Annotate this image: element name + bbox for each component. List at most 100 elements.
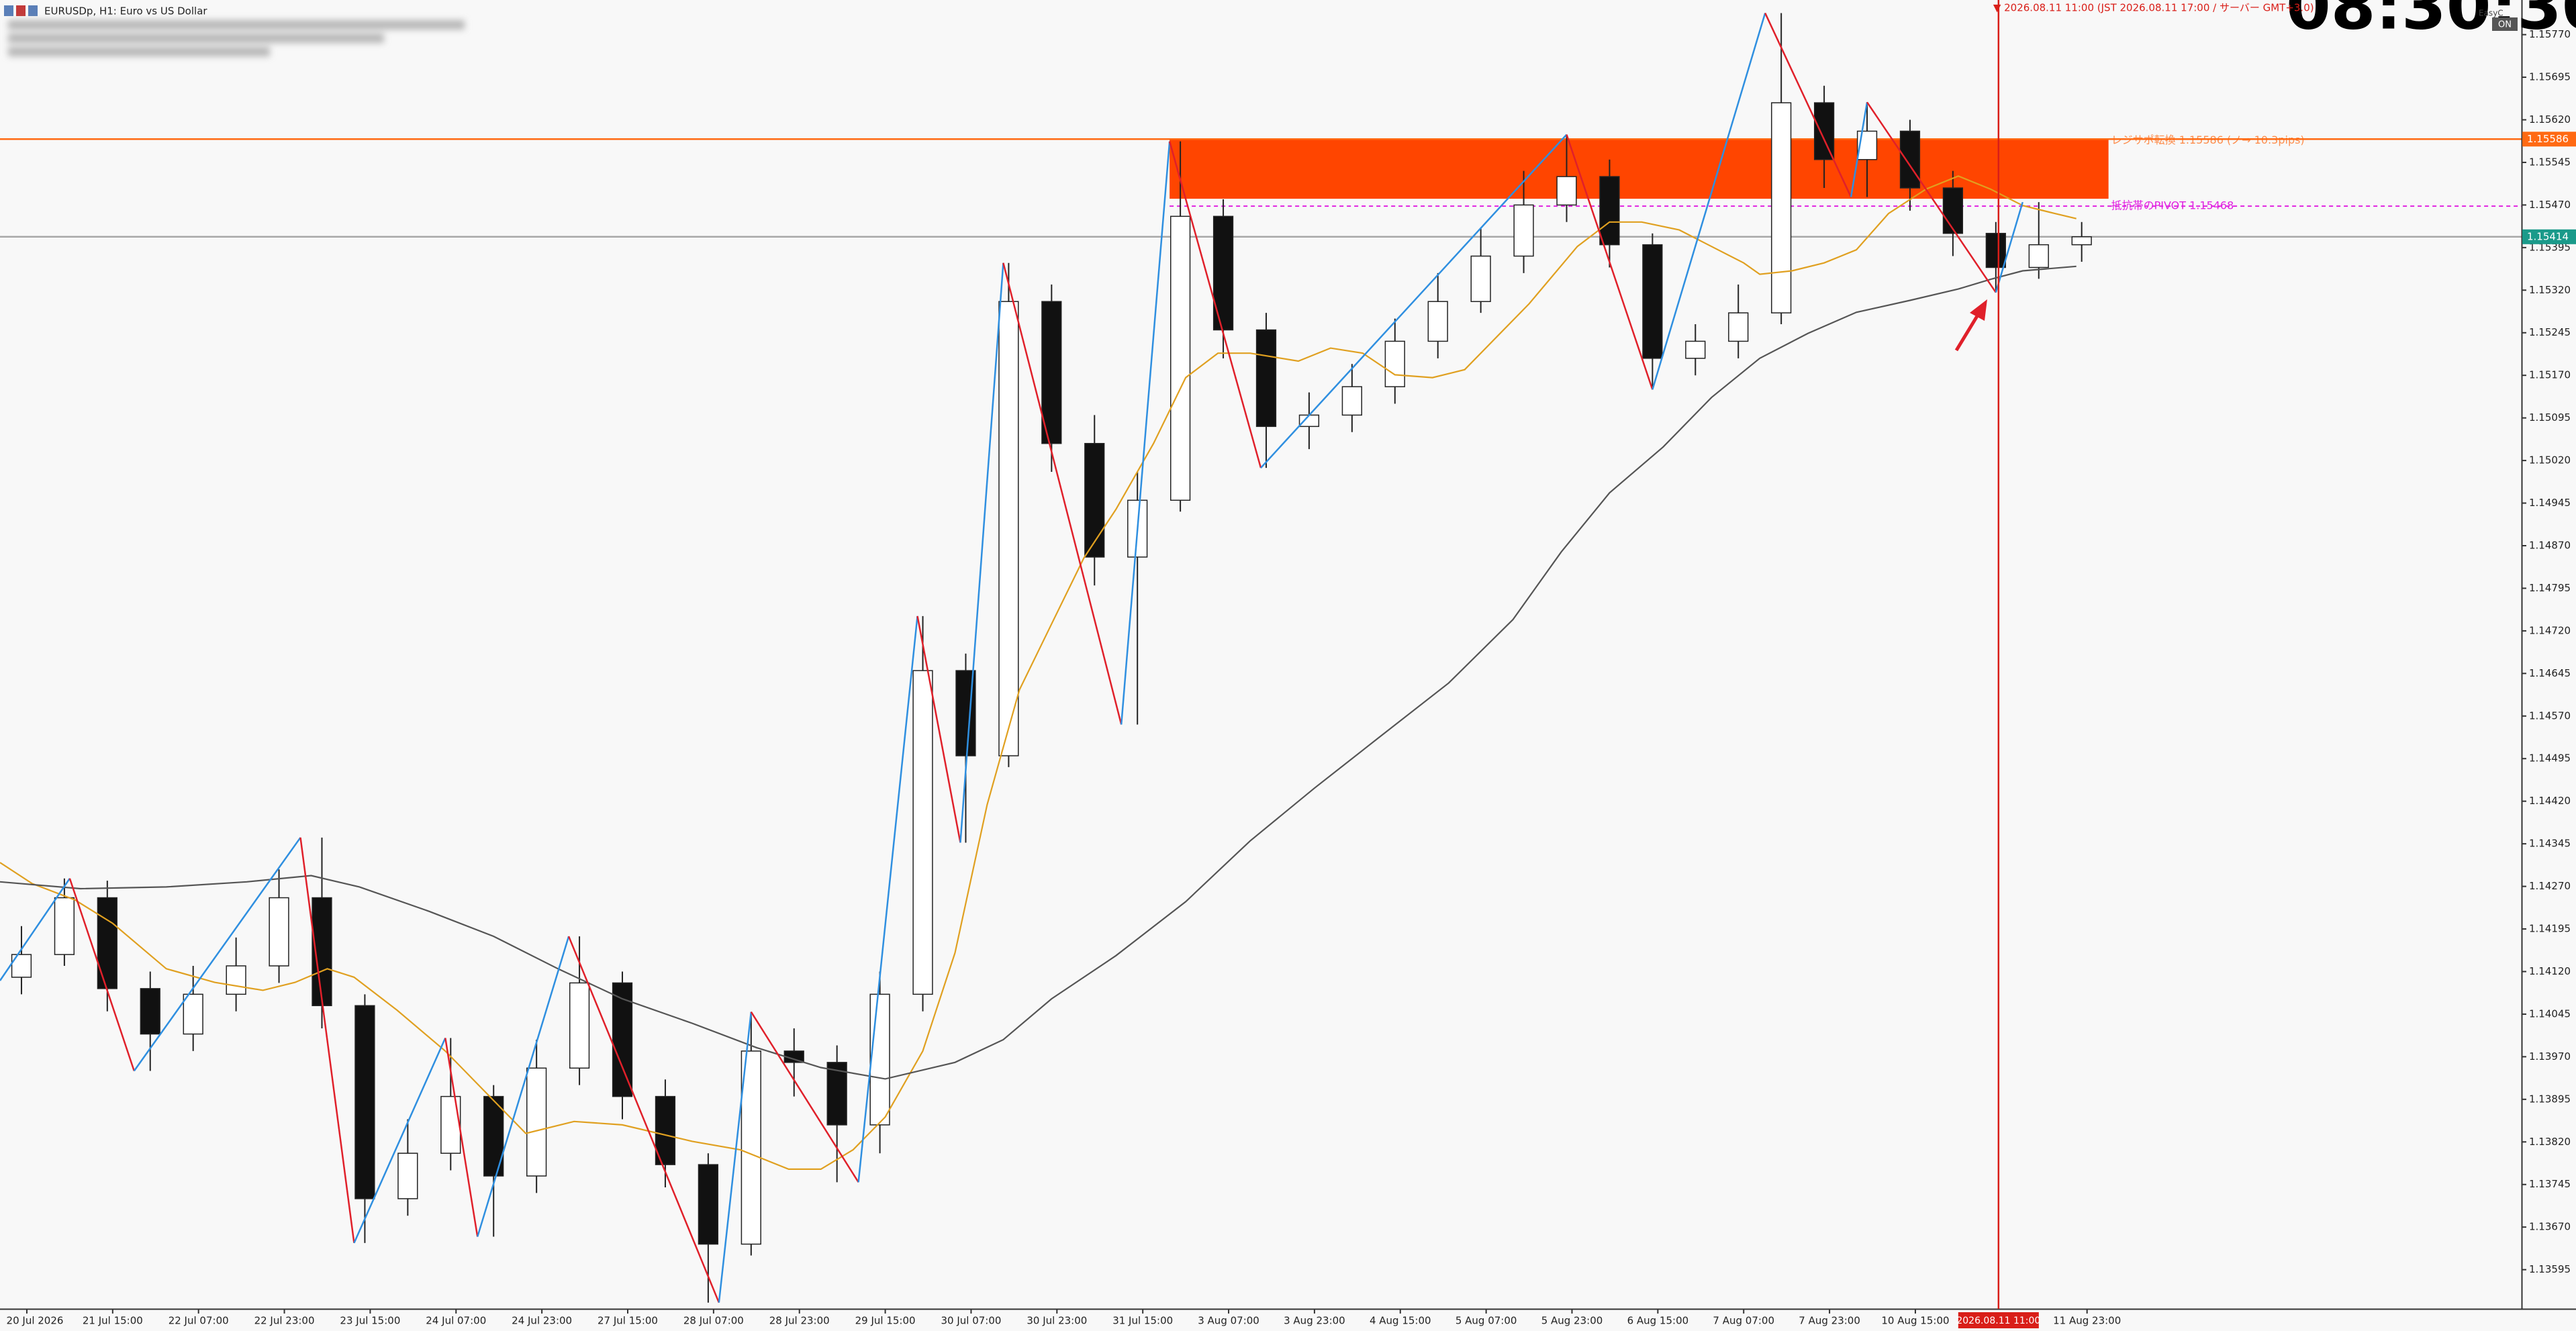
x-tick-label: 24 Jul 07:00	[426, 1315, 486, 1327]
candle-body	[569, 982, 590, 1069]
brand: EasyC	[2479, 9, 2503, 18]
time-line-top-label: ▼ 2026.08.11 11:00 (JST 2026.08.11 17:00…	[1993, 2, 2314, 14]
zigzag-segment	[299, 837, 355, 1244]
y-tick-label: 1.13595	[2529, 1263, 2571, 1275]
y-tick-label: 1.13970	[2529, 1050, 2571, 1063]
candle-body	[1084, 442, 1105, 558]
candle-body	[741, 1050, 761, 1245]
candle-body	[912, 670, 933, 995]
candle-body	[869, 993, 890, 1126]
supply-zone	[1170, 140, 2109, 199]
blurred-info	[8, 20, 465, 56]
zigzag-segment	[1168, 141, 1262, 469]
x-tick-label: 21 Jul 15:00	[83, 1315, 143, 1327]
zigzag-segment	[857, 615, 918, 1183]
candle-body	[1685, 340, 1706, 359]
y-tick-label: 1.14270	[2529, 880, 2571, 892]
y-tick-label: 1.15170	[2529, 369, 2571, 381]
candle-body	[612, 982, 633, 1097]
x-tick-label: 5 Aug 07:00	[1456, 1315, 1517, 1327]
candle-body	[1127, 499, 1148, 558]
arrow-shaft	[1954, 311, 1981, 352]
candle-body	[1470, 255, 1491, 302]
zigzag-segment	[1002, 262, 1123, 725]
y-tick-label: 1.15620	[2529, 113, 2571, 126]
y-tick-label: 1.14495	[2529, 752, 2571, 765]
x-tick-label: 22 Jul 23:00	[254, 1315, 315, 1327]
x-tick-label: 6 Aug 15:00	[1627, 1315, 1689, 1327]
x-tick-label: 22 Jul 07:00	[169, 1315, 229, 1327]
candle-body	[397, 1152, 418, 1199]
zigzag-segment	[477, 936, 570, 1237]
price-box	[2522, 132, 2576, 147]
candle-body	[698, 1164, 719, 1245]
zigzag-segment	[0, 878, 70, 981]
annotation-arrow	[1954, 299, 1987, 352]
candle-body	[1170, 215, 1191, 501]
header: EURUSDp, H1: Euro vs US Dollar 08:30:30 …	[4, 0, 2576, 56]
zigzag-segment	[1652, 13, 1766, 390]
candle-body	[1298, 414, 1320, 428]
zigzag-segment	[1566, 134, 1654, 390]
candle-body	[955, 670, 976, 756]
icon	[16, 5, 26, 16]
time-line-box	[1958, 1312, 2039, 1328]
y-tick-label: 1.14645	[2529, 667, 2571, 679]
y-tick-label: 1.13820	[2529, 1136, 2571, 1148]
icon	[28, 5, 38, 16]
x-tick-label: 30 Jul 23:00	[1027, 1315, 1087, 1327]
candle-body	[1985, 232, 2006, 268]
candle-body	[1813, 102, 1835, 160]
candle-body	[183, 993, 203, 1035]
candle-body	[1899, 130, 1921, 189]
zigzag-segment	[1260, 134, 1568, 469]
x-tick-label: 7 Aug 23:00	[1799, 1315, 1860, 1327]
x-tick-label: 24 Jul 23:00	[512, 1315, 572, 1327]
y-tick-label: 1.14345	[2529, 838, 2571, 850]
x-tick-label: 31 Jul 15:00	[1112, 1315, 1173, 1327]
y-tick-label: 1.15395	[2529, 241, 2571, 253]
y-tick-label: 1.13670	[2529, 1221, 2571, 1233]
y-tick-label: 1.15695	[2529, 71, 2571, 83]
x-tick-label: 3 Aug 23:00	[1284, 1315, 1345, 1327]
candle-body	[140, 988, 160, 1035]
candle-body	[526, 1067, 547, 1177]
x-tick-label: 28 Jul 23:00	[769, 1315, 830, 1327]
candle-body	[1942, 187, 1964, 234]
x-tick-label: 20 Jul 2026	[7, 1315, 64, 1327]
badge-box	[2492, 17, 2518, 31]
x-tick-label: 28 Jul 07:00	[683, 1315, 744, 1327]
y-tick-label: 1.14420	[2529, 795, 2571, 807]
y-tick-label: 1.14120	[2529, 965, 2571, 977]
candle-body	[1599, 176, 1620, 246]
y-tick-label: 1.14045	[2529, 1007, 2571, 1020]
x-tick-label: 27 Jul 15:00	[598, 1315, 658, 1327]
zigzag-segment	[1850, 102, 1868, 197]
candle-body	[1384, 340, 1405, 387]
y-tick-label: 1.13745	[2529, 1178, 2571, 1190]
price-box-label: 1.15414	[2527, 230, 2569, 242]
zigzag-segment	[353, 1037, 446, 1244]
zigzag-segment	[1120, 141, 1171, 725]
zigzag-segment	[68, 878, 135, 1071]
candle-body	[1728, 312, 1749, 342]
x-tick-label: 3 Aug 07:00	[1198, 1315, 1259, 1327]
y-tick-label: 1.14570	[2529, 709, 2571, 722]
x-tick-label: 7 Aug 07:00	[1713, 1315, 1774, 1327]
clock: 08:30:30	[2286, 0, 2576, 44]
x-tick-label: 11 Aug 23:00	[2053, 1315, 2121, 1327]
moving-average	[0, 265, 2077, 1080]
x-tick-label: 10 Aug 15:00	[1881, 1315, 1949, 1327]
price-box	[2522, 229, 2576, 244]
y-tick-label: 1.14945	[2529, 497, 2571, 509]
candle-body	[440, 1095, 461, 1154]
zigzag-segment	[133, 837, 301, 1072]
zigzag-segment	[1995, 201, 2023, 293]
time-line-label: 2026.08.11 11:00	[1956, 1316, 2040, 1326]
candle-body	[1041, 301, 1062, 444]
y-tick-label: 1.14195	[2529, 923, 2571, 935]
candle-body	[269, 897, 289, 967]
